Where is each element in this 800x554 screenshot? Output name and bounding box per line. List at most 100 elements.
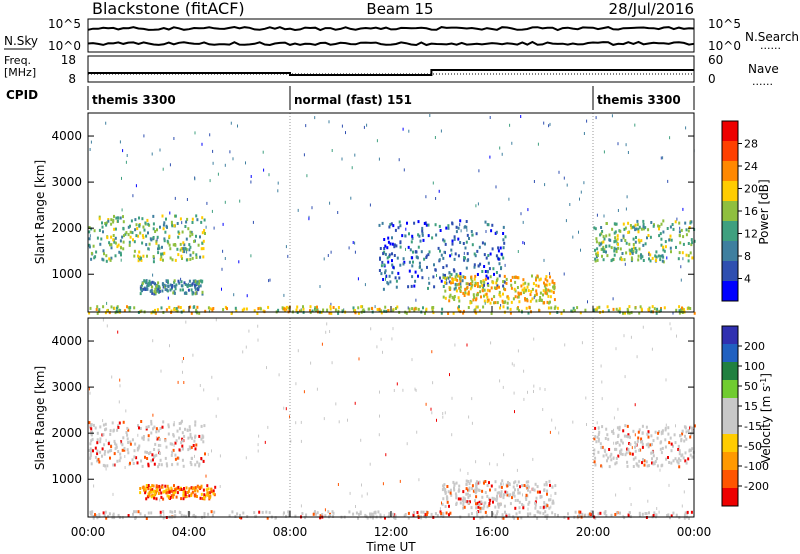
- heatmap-cell: [634, 456, 637, 460]
- heatmap-ground-cell: [224, 305, 227, 309]
- heatmap-noise: [466, 343, 468, 347]
- heatmap-cell: [202, 247, 205, 251]
- heatmap-cell: [108, 257, 111, 261]
- heatmap-noise: [662, 156, 664, 160]
- heatmap-ground-cell: [675, 308, 678, 312]
- heatmap-noise: [143, 134, 145, 138]
- heatmap-noise: [89, 391, 91, 395]
- heatmap-noise: [194, 131, 196, 135]
- heatmap-cell: [166, 494, 169, 498]
- heatmap-cell: [90, 433, 93, 437]
- heatmap-cell: [113, 214, 115, 218]
- heatmap-ground-cell: [368, 307, 371, 311]
- heatmap-cell: [495, 279, 498, 282]
- heatmap-noise: [222, 222, 224, 226]
- xtick-label: 16:00: [475, 525, 510, 539]
- heatmap-cell: [177, 230, 180, 234]
- heatmap-ground-cell: [150, 511, 153, 515]
- heatmap-cell: [622, 222, 625, 226]
- heatmap-ground-cell: [204, 309, 207, 313]
- heatmap-cell: [110, 256, 113, 260]
- heatmap-ground-cell: [647, 308, 650, 312]
- heatmap-cell: [134, 442, 137, 446]
- heatmap-cell: [166, 464, 169, 468]
- heatmap-cell: [194, 463, 197, 467]
- heatmap-cell: [691, 241, 694, 245]
- heatmap-cell: [186, 285, 189, 288]
- heatmap-cell: [194, 280, 197, 284]
- heatmap-ground-cell: [627, 311, 629, 315]
- heatmap-noise: [601, 397, 603, 401]
- heatmap-ground-cell: [359, 512, 362, 516]
- heatmap-ground-cell: [395, 307, 397, 310]
- heatmap-ground-cell: [380, 311, 383, 315]
- heatmap-cell: [626, 424, 629, 428]
- heatmap-cell: [444, 273, 446, 277]
- velocity-colorbar-label: Velocity [m s-1]: [759, 373, 774, 463]
- colorbar-swatch: [722, 221, 738, 241]
- heatmap-noise: [405, 227, 407, 231]
- heatmap-cell: [157, 492, 160, 495]
- heatmap-noise: [533, 390, 534, 393]
- heatmap-cell: [503, 241, 506, 245]
- xaxis-label: Time UT: [365, 540, 416, 554]
- heatmap-cell: [500, 252, 503, 256]
- heatmap-cell: [411, 234, 414, 238]
- heatmap-cell: [381, 260, 384, 264]
- heatmap-cell: [408, 260, 411, 264]
- heatmap-ground-cell: [192, 305, 195, 309]
- heatmap-cell: [99, 450, 102, 454]
- heatmap-cell: [642, 223, 645, 226]
- heatmap-cell: [514, 498, 517, 502]
- heatmap-cell: [602, 245, 605, 249]
- heatmap-cell: [197, 288, 199, 292]
- heatmap-cell: [384, 252, 387, 256]
- heatmap-ground-cell: [277, 308, 280, 312]
- heatmap-cell: [474, 298, 477, 302]
- heatmap-cell: [184, 427, 186, 431]
- heatmap-cell: [605, 245, 608, 249]
- heatmap-cell: [398, 276, 401, 280]
- heatmap-noise: [578, 230, 579, 234]
- heatmap-cell: [602, 235, 605, 239]
- heatmap-noise: [682, 207, 684, 211]
- heatmap-noise: [670, 327, 672, 331]
- heatmap-cell: [141, 283, 143, 287]
- heatmap-noise: [300, 504, 302, 508]
- heatmap-cell: [136, 227, 139, 231]
- heatmap-cell: [615, 447, 618, 451]
- freq-tick-low: 8: [68, 72, 76, 86]
- heatmap-ground-cell: [678, 305, 681, 309]
- heatmap-cell: [605, 234, 608, 238]
- heatmap-cell: [457, 226, 460, 230]
- heatmap-cell: [448, 295, 451, 299]
- heatmap-cell: [121, 448, 124, 452]
- heatmap-noise: [448, 276, 450, 280]
- xtick-label: 08:00: [273, 525, 308, 539]
- heatmap-cell: [552, 285, 555, 289]
- heatmap-cell: [213, 493, 216, 497]
- heatmap-cell: [381, 221, 384, 225]
- heatmap-cell: [122, 420, 125, 424]
- heatmap-cell: [463, 276, 466, 279]
- heatmap-cell: [485, 292, 488, 296]
- heatmap-ground-cell: [352, 512, 355, 516]
- heatmap-ground-cell: [379, 513, 382, 517]
- heatmap-cell: [626, 447, 629, 451]
- heatmap-cell: [434, 268, 437, 272]
- heatmap-cell: [393, 243, 396, 247]
- heatmap-cell: [634, 441, 637, 445]
- heatmap-cell: [489, 488, 491, 492]
- heatmap-cell: [183, 487, 185, 490]
- heatmap-ground-cell: [316, 511, 319, 515]
- heatmap-cell: [127, 441, 130, 444]
- heatmap-cell: [522, 282, 525, 286]
- heatmap-ground-cell: [287, 513, 290, 517]
- heatmap-ground-cell: [295, 308, 298, 312]
- heatmap-cell: [682, 456, 685, 460]
- heatmap-cell: [529, 293, 532, 297]
- heatmap-cell: [664, 245, 667, 249]
- heatmap-cell: [690, 448, 692, 452]
- heatmap-cell: [142, 225, 145, 229]
- heatmap-cell: [164, 456, 167, 460]
